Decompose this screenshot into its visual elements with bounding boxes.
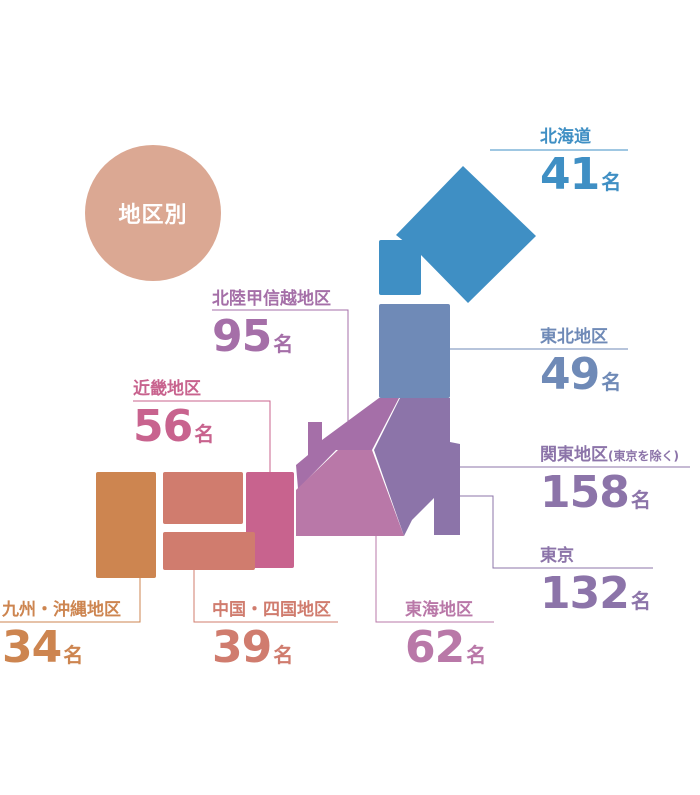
chugoku-shikoku-shape — [163, 472, 255, 570]
region-badge-label: 地区別 — [118, 203, 188, 228]
kinki-count: 56 名 — [133, 401, 214, 452]
kinki-shape — [246, 472, 294, 568]
hokkaido-name: 北海道 — [540, 127, 591, 147]
kyushu-label: 九州・沖縄地区 34 名 — [2, 595, 121, 670]
kyushu-shape — [96, 472, 156, 578]
tohoku-count: 49 名 — [540, 349, 621, 400]
tokai-count: 62 名 — [405, 622, 486, 673]
tokyo-leader — [450, 495, 653, 569]
chugoku-label: 中国・四国地区 39 名 — [212, 595, 331, 670]
kyushu-name: 九州・沖縄地区 — [2, 600, 121, 620]
kinki-label: 近畿地区 56 名 — [133, 374, 214, 452]
tokyo-label: 東京 132 名 — [540, 541, 651, 619]
tokyo-name: 東京 — [540, 546, 574, 566]
hokuriku-shape — [296, 398, 399, 489]
hokkaido-shape — [379, 166, 536, 303]
kanto-label: 関東地区(東京を除く) 158 名 — [540, 440, 679, 515]
tohoku-label: 東北地区 49 名 — [540, 322, 621, 400]
tohoku-shape — [379, 304, 450, 398]
hokuriku-leader — [212, 309, 349, 426]
hokkaido-label: 北海道 41 名 — [540, 122, 621, 200]
tokai-name: 東海地区 — [405, 600, 473, 620]
region-badge: 地区別 — [85, 145, 221, 281]
kinki-leader — [133, 400, 271, 472]
hokkaido-count: 41 名 — [540, 149, 621, 200]
chugoku-leader — [193, 570, 338, 623]
kyushu-count: 34 名 — [2, 622, 83, 673]
kyushu-leader — [0, 578, 141, 623]
tokai-leader — [375, 536, 494, 623]
kanto-shape — [374, 398, 460, 536]
tokyo-count: 132 名 — [540, 568, 651, 619]
tokai-label: 東海地区 62 名 — [405, 595, 486, 673]
kanto-name: 関東地区(東京を除く) — [540, 445, 679, 465]
chugoku-count: 39 名 — [212, 622, 293, 673]
hokuriku-count: 95 名 — [212, 311, 293, 362]
chugoku-name: 中国・四国地区 — [212, 600, 331, 620]
hokuriku-label: 北陸甲信越地区 95 名 — [212, 284, 331, 359]
tokai-shape — [296, 450, 404, 536]
tohoku-name: 東北地区 — [540, 327, 608, 347]
kanto-count: 158 名 — [540, 467, 651, 518]
kinki-name: 近畿地区 — [133, 379, 201, 399]
hokuriku-name: 北陸甲信越地区 — [212, 289, 331, 309]
kanto-note: (東京を除く) — [608, 449, 679, 463]
